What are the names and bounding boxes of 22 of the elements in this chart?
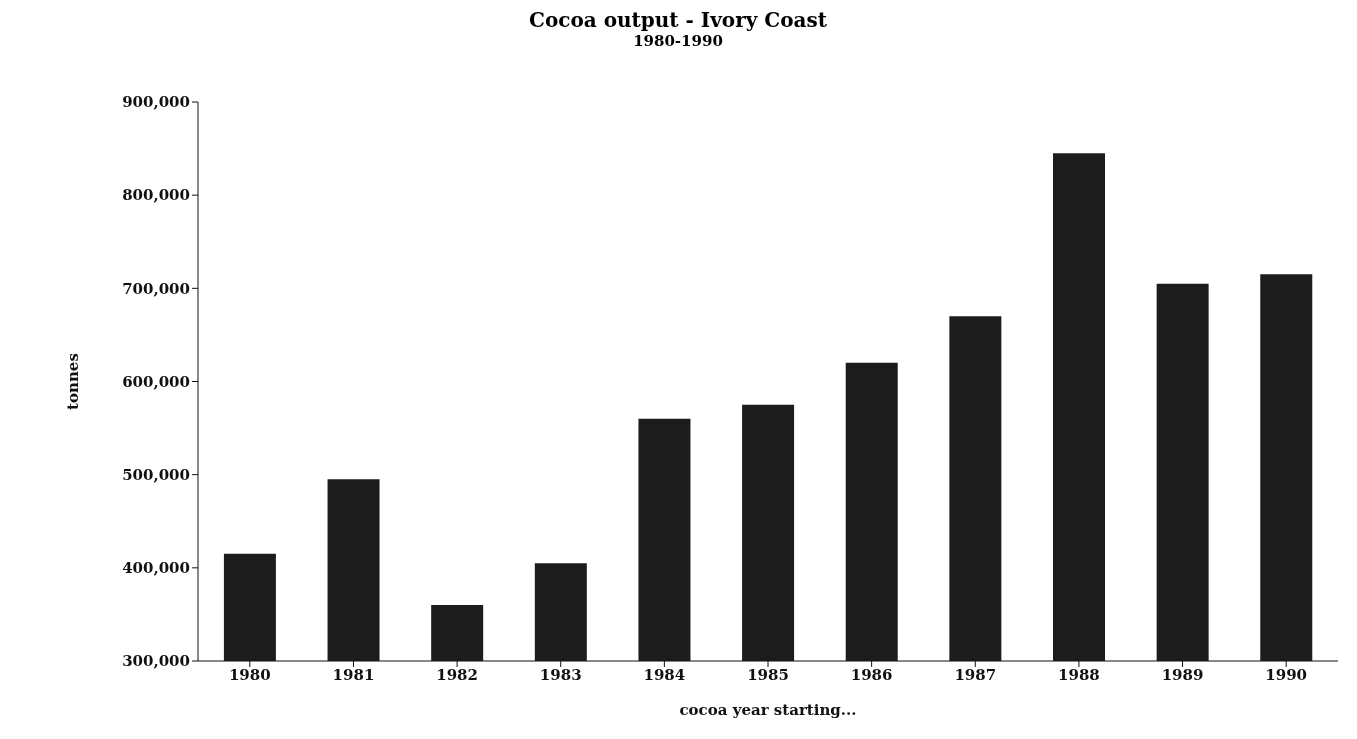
x-tick-label: 1989	[1161, 665, 1204, 684]
x-tick-label: 1982	[436, 665, 478, 684]
y-tick-label: 800,000	[122, 186, 190, 205]
x-tick-label: 1980	[228, 665, 271, 684]
x-axis-title: cocoa year starting...	[679, 701, 857, 719]
chart-subtitle: 1980-1990	[632, 32, 724, 50]
x-tick-label: 1984	[643, 665, 686, 684]
y-tick-label: 500,000	[122, 465, 190, 484]
y-axis-title: tonnes	[64, 353, 83, 410]
x-tick-label: 1987	[954, 665, 997, 684]
x-tick-label: 1990	[1265, 665, 1308, 684]
chart-title: Cocoa output - Ivory Coast	[528, 8, 828, 32]
x-tick-label: 1981	[332, 665, 375, 684]
x-tick-label: 1986	[850, 665, 893, 684]
y-tick-label: 600,000	[122, 372, 190, 391]
y-tick-label: 400,000	[122, 559, 190, 578]
x-tick-label: 1983	[539, 665, 582, 684]
y-tick-label: 300,000	[122, 652, 190, 671]
x-tick-label: 1988	[1058, 665, 1100, 684]
x-tick-label: 1985	[747, 665, 789, 684]
y-tick-label: 900,000	[122, 93, 190, 112]
y-tick-label: 700,000	[122, 279, 190, 298]
